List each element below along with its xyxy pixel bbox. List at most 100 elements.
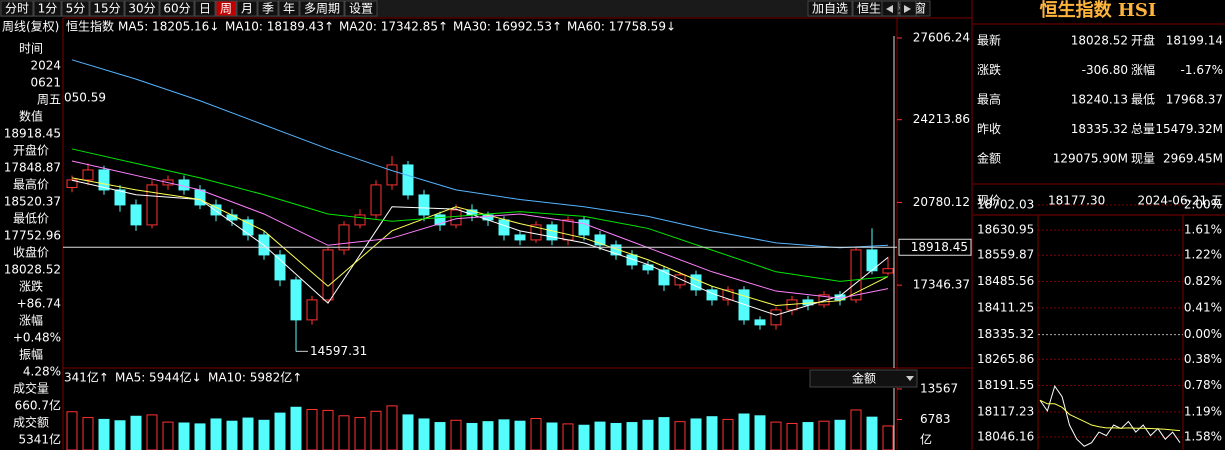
toolbar-button[interactable] (807, 0, 853, 17)
candle-body (594, 234, 606, 246)
volume-bar (482, 421, 494, 450)
period-button[interactable] (299, 0, 345, 17)
period-button[interactable] (344, 0, 378, 17)
quote-value: 18335.32 (1071, 122, 1128, 136)
quote-value: -1.67% (1181, 63, 1223, 77)
period-label: 15分 (93, 2, 120, 16)
info-label: 开盘价 (13, 143, 49, 158)
volume-bar (130, 415, 142, 450)
period-label: 年 (283, 2, 295, 16)
cursor-box (898, 238, 972, 256)
volume-bar (610, 422, 622, 450)
period-button[interactable] (236, 0, 258, 17)
y-tick-label: 27606.24 (913, 31, 970, 45)
volume-bar (594, 421, 606, 450)
volume-bar (386, 405, 398, 450)
volume-legend: MA10: 5982亿↑ (208, 370, 302, 385)
candle-body (178, 179, 190, 191)
volume-bar (690, 418, 702, 450)
period-button[interactable] (159, 0, 195, 17)
volume-bar (738, 413, 750, 450)
volume-bar (114, 420, 126, 450)
candle-body (146, 184, 158, 226)
info-value: 5341亿 (18, 432, 61, 447)
candle-body (690, 274, 702, 291)
period-label: 月 (241, 2, 253, 16)
volume-bar (658, 417, 670, 450)
now-label: 现价 (977, 194, 1001, 208)
dropdown-icon (906, 376, 914, 381)
price-tick: 18191.55 (977, 378, 1034, 392)
candle-body (738, 289, 750, 321)
now-date: 2024-06-21,五 (1137, 194, 1223, 208)
ma-legend: MA20: 17342.85↑ (339, 20, 448, 34)
y-tick-label: 20780.12 (913, 195, 970, 209)
info-value: 0621 (30, 76, 61, 90)
period-label: 日 (199, 2, 211, 16)
period-button[interactable] (0, 0, 34, 17)
volume-bar (82, 417, 94, 450)
period-label: 设置 (349, 2, 373, 16)
volume-bar (850, 409, 862, 450)
info-value: 2024 (30, 59, 61, 73)
volume-bar (514, 420, 526, 450)
quote-value: 15479.32M (1155, 122, 1223, 136)
period-button[interactable] (33, 0, 62, 17)
selector[interactable] (809, 369, 918, 388)
volume-bar (194, 423, 206, 450)
price-tick: 18335.32 (977, 327, 1034, 341)
quote-value: 18028.52 (1071, 34, 1128, 48)
volume-bar (722, 418, 734, 450)
period-button[interactable] (194, 0, 216, 17)
period-button[interactable] (89, 0, 125, 17)
period-button[interactable] (124, 0, 160, 17)
quote-label: 最低 (1131, 93, 1155, 107)
info-label: 数值 (19, 109, 43, 124)
intraday-avg (1039, 399, 1181, 432)
info-value: 18520.37 (4, 195, 61, 209)
period-label: 1分 (38, 2, 58, 16)
period-button[interactable] (257, 0, 279, 17)
ma-legend: MA5: 18205.16↓ (118, 20, 219, 34)
candle-body (98, 169, 110, 191)
period-label: 5分 (66, 2, 86, 16)
period-button[interactable] (61, 0, 90, 17)
ma-line (71, 177, 889, 307)
period-label: 多周期 (304, 2, 340, 16)
candle-body (722, 289, 734, 301)
period-label: 周 (220, 2, 232, 16)
ma-line (71, 59, 889, 249)
candle-body (354, 214, 366, 226)
candle-body (130, 204, 142, 226)
quote-label: 涨跌 (977, 62, 1001, 77)
candle-body (450, 209, 462, 226)
candle-body (322, 249, 334, 301)
candle-body (610, 244, 622, 256)
candle-body (882, 268, 894, 274)
volume-bar (418, 418, 430, 450)
quote-value: 18199.14 (1166, 34, 1223, 48)
y-tick-label: 17346.37 (913, 278, 970, 292)
volume-bar (466, 422, 478, 450)
pct-tick: 0.41% (1184, 300, 1222, 314)
volume-bar (882, 425, 894, 450)
volume-bar (706, 416, 718, 450)
price-tick: 18630.95 (977, 223, 1034, 237)
period-button[interactable] (278, 0, 300, 17)
candle-body (194, 189, 206, 206)
volume-bar (338, 415, 350, 450)
candle-body (242, 219, 254, 236)
volume-bar (274, 412, 286, 450)
now-price: 18177.30 (1048, 194, 1105, 208)
candle-body (770, 309, 782, 326)
candle-body (850, 249, 862, 301)
period-button[interactable] (215, 0, 237, 17)
candle-body (338, 224, 350, 251)
volume-bar (818, 420, 830, 450)
selector-label: 金额 (852, 371, 876, 386)
price-tick: 18117.23 (977, 404, 1034, 418)
candle-body (402, 164, 414, 196)
volume-bar (546, 422, 558, 450)
period-label: 周线(复权) (2, 20, 59, 34)
index-name: 恒生指数 (66, 19, 114, 34)
